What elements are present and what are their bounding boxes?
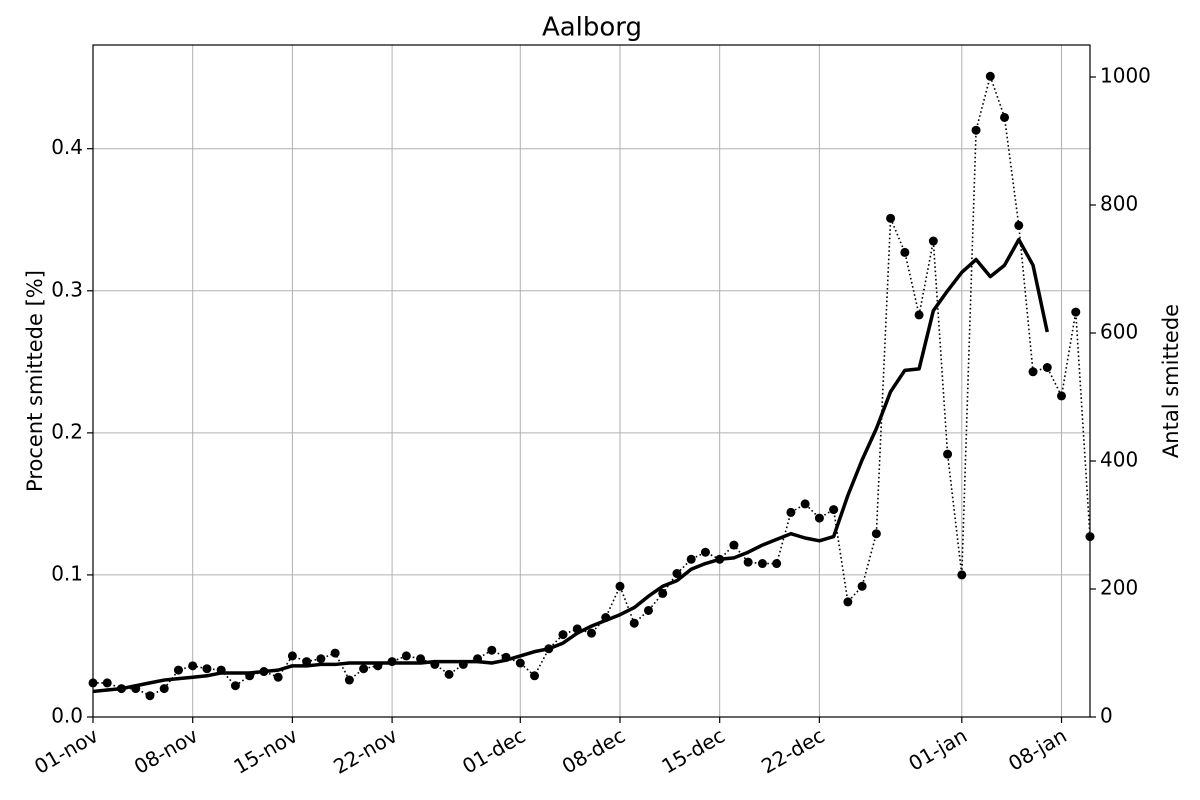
data-point xyxy=(1057,391,1067,401)
y-tick-label: 0.3 xyxy=(51,277,83,301)
y2-tick-label: 0 xyxy=(1100,704,1113,728)
series-line xyxy=(93,75,1091,697)
chart-title: Aalborg xyxy=(542,13,642,43)
y2-axis-label: Antal smittede xyxy=(1159,304,1183,458)
data-point xyxy=(202,664,212,674)
data-point xyxy=(316,654,326,664)
data-point xyxy=(772,559,782,569)
y2-tick-label: 800 xyxy=(1100,192,1138,216)
y-tick-label: 0.2 xyxy=(51,419,83,443)
data-point xyxy=(1014,220,1024,230)
data-point xyxy=(672,569,682,579)
data-point xyxy=(900,247,910,257)
ticks: 0.0 0.1 0.2 0.3 0.4 0 200 400 600 800 1000 01-nov 08… xyxy=(30,64,1151,779)
data-point xyxy=(985,71,995,81)
x-tick-label: 22-dec xyxy=(757,723,828,778)
data-point xyxy=(416,654,426,664)
x-tick-label: 08-nov xyxy=(130,723,202,779)
data-point xyxy=(643,605,653,615)
data-point xyxy=(401,651,411,661)
data-point xyxy=(814,513,824,523)
data-point xyxy=(871,529,881,539)
data-point xyxy=(971,125,981,135)
y-tick-label: 0.0 xyxy=(51,704,83,728)
y2-tick-label: 600 xyxy=(1100,320,1138,344)
data-point xyxy=(159,684,169,694)
data-point xyxy=(1071,307,1081,317)
data-point xyxy=(800,499,810,509)
y-tick-label: 0.4 xyxy=(51,135,83,159)
grid xyxy=(92,45,1090,718)
axes-frame xyxy=(92,44,1091,718)
x-tick-label: 08-dec xyxy=(558,723,629,778)
data-point xyxy=(188,661,198,671)
data-point xyxy=(914,310,924,320)
data-point xyxy=(287,651,297,661)
series-line xyxy=(92,237,1049,694)
y2-tick-label: 200 xyxy=(1100,576,1138,600)
x-tick-label: 01-jan xyxy=(904,723,971,775)
data-point xyxy=(302,657,312,667)
data-point xyxy=(857,581,867,591)
data-point xyxy=(1028,367,1038,377)
data-point xyxy=(829,505,839,515)
data-point xyxy=(786,507,796,517)
data-point xyxy=(444,669,454,679)
data-point xyxy=(515,658,525,668)
data-point xyxy=(686,554,696,564)
y-tick-label: 0.1 xyxy=(51,561,83,585)
data-point xyxy=(886,213,896,223)
data-point xyxy=(344,675,354,685)
data-point xyxy=(487,645,497,655)
y2-tick-label: 1000 xyxy=(1100,64,1151,88)
data-point xyxy=(558,630,568,640)
data-point xyxy=(743,557,753,567)
data-point xyxy=(629,618,639,628)
data-point xyxy=(757,559,767,569)
data-point xyxy=(102,678,112,688)
plot-area xyxy=(88,71,1095,701)
data-point xyxy=(330,648,340,658)
data-point xyxy=(359,664,369,674)
data-point xyxy=(1042,363,1052,373)
data-point xyxy=(928,236,938,246)
data-point xyxy=(615,581,625,591)
data-point xyxy=(658,588,668,598)
data-point xyxy=(943,449,953,459)
x-tick-label: 15-nov xyxy=(230,723,302,779)
data-point xyxy=(700,547,710,557)
x-tick-label: 15-dec xyxy=(657,723,728,778)
x-tick-label: 01-nov xyxy=(30,723,102,779)
data-point xyxy=(1000,112,1010,122)
x-tick-label: 08-jan xyxy=(1004,723,1071,775)
y-axis-label: Procent smittede [%] xyxy=(23,270,47,492)
data-point xyxy=(843,597,853,607)
data-point xyxy=(587,628,596,638)
x-tick-label: 01-dec xyxy=(458,723,529,778)
x-tick-label: 22-nov xyxy=(329,723,401,779)
data-point xyxy=(145,691,155,701)
data-point xyxy=(729,540,739,550)
y2-tick-label: 400 xyxy=(1100,448,1138,472)
data-point xyxy=(530,671,540,681)
data-point xyxy=(273,672,283,682)
data-point xyxy=(957,570,967,580)
data-point xyxy=(173,665,183,675)
data-point xyxy=(230,681,240,691)
